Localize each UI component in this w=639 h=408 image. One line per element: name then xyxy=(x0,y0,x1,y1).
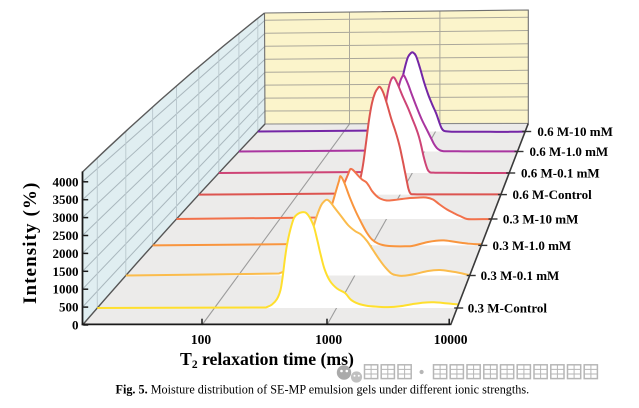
svg-text:2500: 2500 xyxy=(53,228,79,243)
svg-text:1500: 1500 xyxy=(53,264,79,279)
svg-text:Intensity (%): Intensity (%) xyxy=(20,182,41,304)
svg-text:0.3 M-Control: 0.3 M-Control xyxy=(468,300,548,315)
svg-text:10000: 10000 xyxy=(434,332,468,347)
svg-text:T2 relaxation time (ms): T2 relaxation time (ms) xyxy=(180,349,354,371)
svg-text:500: 500 xyxy=(59,300,79,315)
svg-text:0.3 M-0.1 mM: 0.3 M-0.1 mM xyxy=(481,268,560,283)
svg-text:0.6 M-1.0 mM: 0.6 M-1.0 mM xyxy=(530,144,609,159)
svg-text:3000: 3000 xyxy=(53,210,79,225)
svg-text:0.6 M-10 mM: 0.6 M-10 mM xyxy=(537,124,612,139)
svg-text:0.6 M-0.1 mM: 0.6 M-0.1 mM xyxy=(521,165,600,180)
svg-text:1000: 1000 xyxy=(53,282,79,297)
svg-text:0.3 M-1.0 mM: 0.3 M-1.0 mM xyxy=(493,238,572,253)
svg-text:100: 100 xyxy=(191,332,212,347)
svg-text:Fig. 5. Moisture distribution: Fig. 5. Moisture distribution of SE-MP e… xyxy=(116,383,530,397)
svg-text:3500: 3500 xyxy=(53,192,79,207)
svg-text:2000: 2000 xyxy=(53,246,79,261)
svg-text:4000: 4000 xyxy=(53,174,79,189)
svg-text:0.3 M-10 mM: 0.3 M-10 mM xyxy=(503,211,578,226)
svg-text:0: 0 xyxy=(72,318,79,333)
svg-text:0.6 M-Control: 0.6 M-Control xyxy=(513,187,593,202)
svg-text:1000: 1000 xyxy=(315,332,342,347)
